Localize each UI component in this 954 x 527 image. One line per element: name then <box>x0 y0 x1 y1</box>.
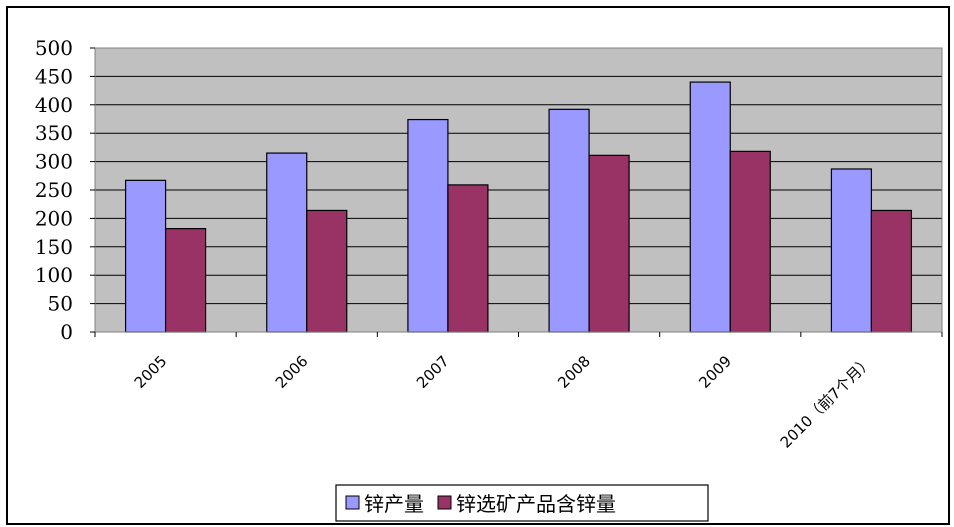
y-tick-label: 350 <box>35 121 73 145</box>
bar-zinc-concentrate-3 <box>588 154 630 333</box>
y-tick-label: 0 <box>60 320 73 344</box>
y-tick-label: 200 <box>35 206 73 230</box>
legend-swatch <box>437 495 452 510</box>
bar-zinc-output-5 <box>830 168 873 333</box>
y-tick-label: 300 <box>35 150 73 174</box>
bar-zinc-concentrate-0 <box>164 228 207 333</box>
legend-swatch <box>345 495 360 510</box>
y-tick-label: 400 <box>35 93 73 117</box>
y-tick-label: 50 <box>48 292 73 316</box>
y-tick-label: 250 <box>35 178 73 202</box>
bar-zinc-concentrate-4 <box>729 150 771 333</box>
bar-zinc-output-2 <box>407 118 449 333</box>
x-tick-label: 2007 <box>413 352 453 392</box>
bar-zinc-output-4 <box>689 81 731 333</box>
y-tick-label: 100 <box>35 263 73 287</box>
bar-zinc-output-3 <box>548 108 590 333</box>
x-tick-label: 2006 <box>272 352 312 392</box>
bar-zinc-concentrate-1 <box>306 209 348 333</box>
bar-zinc-output-0 <box>124 179 167 333</box>
bar-zinc-output-1 <box>266 152 308 333</box>
y-tick-label: 150 <box>35 235 73 259</box>
y-tick-label: 500 <box>35 36 73 60</box>
legend-label: 锌选矿产品含锌量 <box>456 492 616 516</box>
bar-zinc-concentrate-2 <box>447 184 489 333</box>
legend-box <box>335 484 709 522</box>
x-tick-label: 2009 <box>695 352 735 392</box>
legend-label: 锌产量 <box>364 492 424 516</box>
x-tick-label: 2005 <box>131 352 171 392</box>
bar-zinc-concentrate-5 <box>870 209 913 333</box>
x-tick-label: 2008 <box>554 352 594 392</box>
x-tick-label: 2010（前7个月） <box>777 352 877 452</box>
y-tick-label: 450 <box>35 64 73 88</box>
